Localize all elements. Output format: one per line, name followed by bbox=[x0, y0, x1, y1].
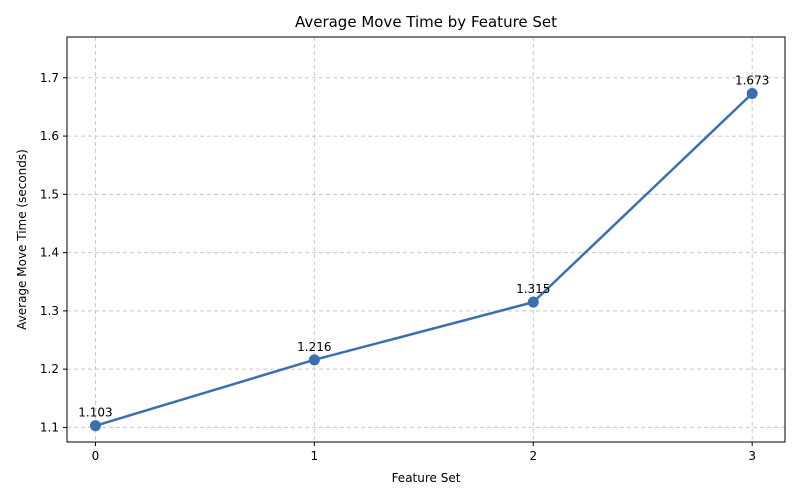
series-layer bbox=[89, 88, 758, 432]
data-point bbox=[746, 88, 758, 100]
y-axis-title: Average Move Time (seconds) bbox=[15, 149, 29, 330]
x-tick-label: 2 bbox=[529, 449, 537, 463]
y-tick-label: 1.1 bbox=[40, 420, 59, 434]
series-line bbox=[95, 92, 754, 427]
chart-title: Average Move Time by Feature Set bbox=[295, 13, 557, 31]
data-label: 1.216 bbox=[297, 340, 331, 354]
y-tick-label: 1.5 bbox=[40, 187, 59, 201]
y-axis: 1.1 1.2 1.3 1.4 1.5 1.6 1.7 bbox=[40, 71, 67, 434]
plot-frame bbox=[66, 36, 786, 443]
data-labels: 1.103 1.216 1.315 1.673 bbox=[78, 74, 769, 420]
data-point bbox=[527, 296, 539, 308]
y-tick-label: 1.4 bbox=[40, 246, 59, 260]
y-tick-label: 1.7 bbox=[40, 71, 59, 85]
data-point bbox=[89, 420, 101, 432]
x-tick-label: 0 bbox=[92, 449, 100, 463]
x-axis-title: Feature Set bbox=[392, 471, 461, 485]
y-tick-label: 1.2 bbox=[40, 362, 59, 376]
x-axis: 0 1 2 3 bbox=[92, 442, 756, 463]
y-tick-label: 1.3 bbox=[40, 304, 59, 318]
data-point bbox=[308, 354, 320, 366]
y-tick-label: 1.6 bbox=[40, 129, 59, 143]
grid-layer bbox=[67, 37, 785, 442]
x-tick-label: 1 bbox=[311, 449, 319, 463]
data-label: 1.103 bbox=[78, 406, 112, 420]
data-label: 1.673 bbox=[735, 74, 769, 88]
x-tick-label: 3 bbox=[748, 449, 756, 463]
data-label: 1.315 bbox=[516, 282, 550, 296]
